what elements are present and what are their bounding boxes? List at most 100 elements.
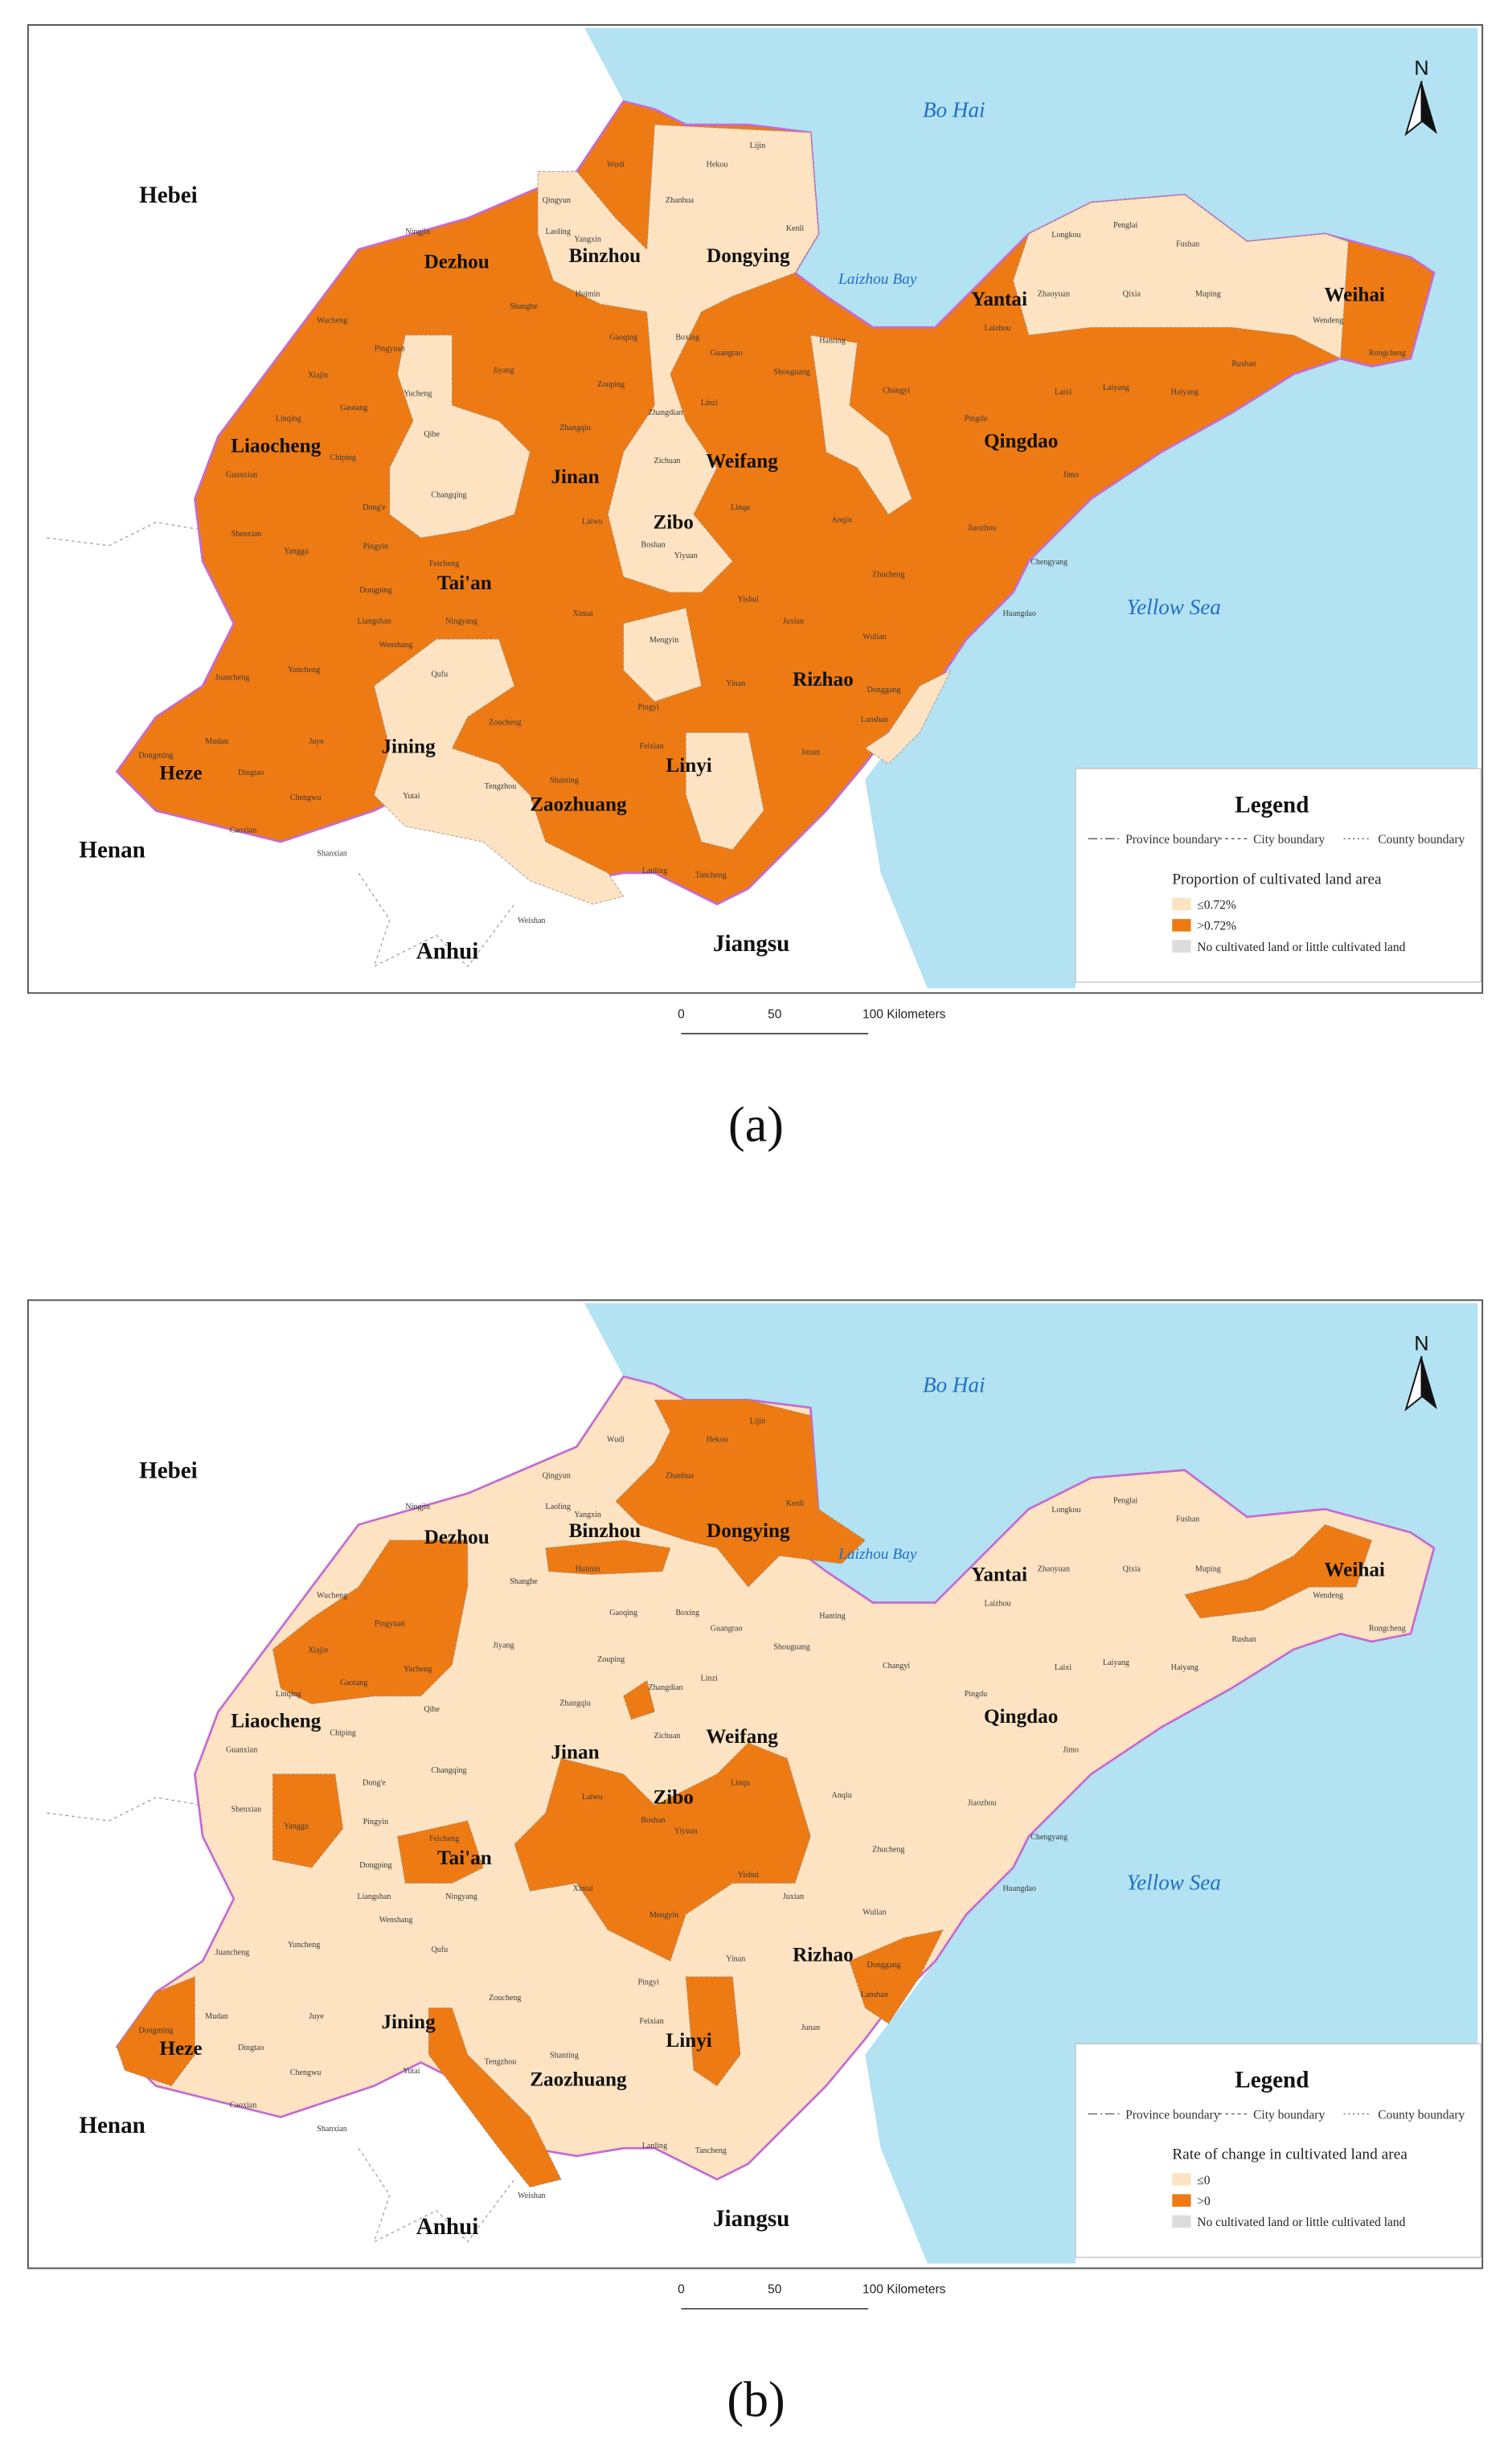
county-label: Shanxian	[317, 850, 347, 859]
sea-label: Yellow Sea	[1127, 595, 1221, 619]
county-label: Changyi	[883, 387, 910, 396]
county-group	[864, 669, 952, 765]
county-label: Shenxian	[232, 530, 262, 539]
county-label: Laixi	[1055, 1663, 1072, 1672]
county-label: Yiyuan	[674, 551, 698, 560]
county-label: Zhucheng	[872, 1846, 904, 1855]
county-label: Lijin	[750, 1417, 766, 1425]
scale-label: 50	[768, 1007, 782, 1021]
county-label: Jimo	[1063, 470, 1079, 479]
county-group	[272, 1773, 344, 1868]
county-label: Caoxian	[230, 2101, 257, 2110]
legend-title: Legend	[1235, 792, 1309, 818]
city-label: Dezhou	[424, 1527, 490, 1548]
county-label: Boxing	[675, 334, 699, 342]
city-label: Tai'an	[437, 1847, 492, 1869]
county-label: Laizhou	[985, 1599, 1011, 1608]
province-label: Henan	[79, 2113, 145, 2138]
county-label: Shanting	[550, 2052, 579, 2060]
county-label: Wenshang	[379, 1916, 413, 1925]
county-label: Guangrao	[711, 349, 743, 358]
legend-label: >0.72%	[1197, 920, 1236, 933]
county-label: Dongping	[359, 1861, 391, 1870]
neighbor-boundary	[358, 2147, 515, 2243]
neighbor-boundary	[47, 1797, 203, 1822]
county-label: Xiajin	[308, 371, 328, 379]
county-label: Tengzhou	[485, 782, 517, 791]
county-group	[685, 1976, 741, 2087]
county-label: Chiping	[330, 1728, 355, 1737]
legend-line-label: County boundary	[1378, 833, 1465, 847]
province-label: Jiangsu	[713, 931, 789, 957]
county-label: Huimin	[576, 289, 600, 298]
county-label: Gaotang	[340, 404, 367, 412]
county-label: Zhaoyuan	[1038, 289, 1070, 298]
county-label: Anqiu	[832, 516, 852, 525]
county-label: Qihe	[424, 1705, 440, 1714]
county-label: Linzi	[701, 1674, 718, 1683]
county-label: Shouguang	[773, 1643, 809, 1652]
county-label: Weishan	[518, 916, 545, 925]
county-label: Dong'e	[363, 503, 386, 512]
legend-line-label: Province boundary	[1125, 2108, 1220, 2122]
city-label: Weifang	[706, 1726, 778, 1748]
county-label: Wucheng	[317, 316, 347, 325]
county-group	[389, 334, 531, 539]
county-label: Boxing	[675, 1609, 699, 1617]
county-label: Hanting	[819, 1612, 845, 1621]
legend-swatch	[1172, 897, 1191, 911]
county-label: Jiyang	[493, 1642, 514, 1650]
county-label: Chengwu	[290, 2068, 322, 2077]
city-label: Heze	[159, 763, 202, 785]
county-label: Dongping	[359, 586, 391, 595]
scale-label: 0	[678, 2283, 685, 2297]
county-label: Wudi	[607, 160, 625, 169]
legend-line-label: County boundary	[1378, 2108, 1465, 2122]
legend-label: >0	[1197, 2195, 1211, 2208]
province-label: Hebei	[139, 1458, 198, 1483]
county-label: Zhucheng	[872, 570, 904, 579]
county-label: Laiwu	[582, 518, 603, 527]
county-label: Wulian	[863, 633, 886, 642]
city-label: Heze	[159, 2038, 202, 2060]
county-group	[514, 1742, 811, 1962]
county-label: Rushan	[1231, 1635, 1256, 1644]
sea-label: Bo Hai	[923, 1373, 985, 1397]
county-label: Chengwu	[290, 793, 322, 802]
legend-line-label: City boundary	[1253, 2108, 1325, 2122]
county-label: Zhanhua	[666, 1471, 695, 1480]
legend-line-label: Province boundary	[1125, 833, 1220, 847]
legend-subtitle: Rate of change in cultivated land area	[1172, 2146, 1408, 2163]
county-label: Penglai	[1113, 1496, 1137, 1505]
county-label: Shanghe	[510, 302, 538, 311]
province-label: Anhui	[416, 939, 479, 965]
county-label: Juxian	[783, 617, 804, 626]
legend-box	[1075, 2043, 1481, 2258]
county-label: Laoling	[546, 228, 571, 236]
county-label: Dongming	[138, 2027, 173, 2036]
county-label: Dongming	[138, 751, 173, 760]
county-label: Pingyuan	[375, 1620, 405, 1629]
county-label: Jiaozhou	[968, 523, 997, 532]
county-label: Tengzhou	[485, 2057, 517, 2066]
county-label: Pingyi	[638, 1978, 660, 1987]
city-label: Liaocheng	[231, 435, 321, 457]
county-label: Chengyang	[1031, 558, 1067, 567]
legend-box	[1075, 768, 1481, 983]
legend-swatch	[1172, 2194, 1191, 2207]
city-label: Linyi	[666, 2030, 711, 2052]
county-label: Hanting	[819, 337, 845, 346]
county-label: Rushan	[1231, 360, 1256, 369]
neighbor-boundary	[358, 872, 515, 968]
county-label: Pingyuan	[375, 344, 405, 353]
county-label: Pingyin	[363, 543, 388, 551]
county-label: Ningjin	[405, 1503, 430, 1511]
county-group	[849, 1929, 944, 2024]
county-label: Yucheng	[404, 1665, 432, 1674]
city-label: Zaozhuang	[530, 793, 627, 815]
city-label: Weihai	[1324, 284, 1385, 305]
county-label: Longkou	[1051, 231, 1080, 240]
county-label: Donggang	[867, 1961, 901, 1970]
county-label: Lanling	[642, 867, 667, 875]
county-label: Shanghe	[510, 1577, 538, 1586]
